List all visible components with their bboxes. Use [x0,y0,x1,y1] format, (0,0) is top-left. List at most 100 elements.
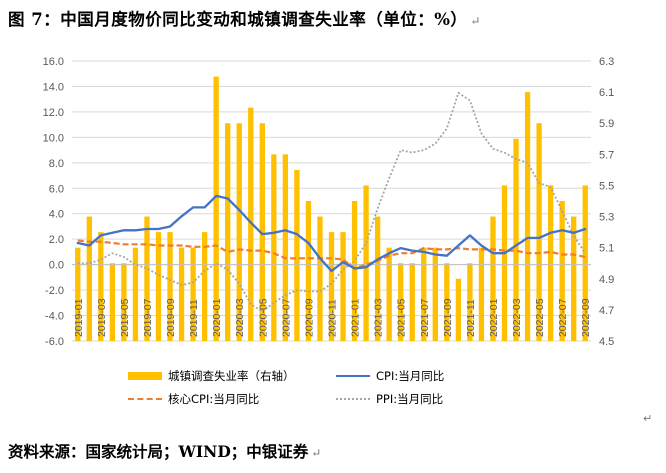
unemployment-bar [294,169,300,341]
left-axis-tick-label: -2.0 [45,285,64,297]
figure-source: 资料来源：国家统计局；WIND；中银证券 ↵ [8,440,321,462]
unemployment-bar [190,247,196,341]
right-axis-tick-label: 4.5 [599,336,614,348]
x-axis-tick-label: 2020-03 [234,298,246,337]
figure-title-text: 图 7：中国月度物价同比变动和城镇调查失业率（单位：%） [8,10,468,29]
figure-title: 图 7：中国月度物价同比变动和城镇调查失业率（单位：%） ↵ [8,6,481,30]
x-axis-tick-label: 2019-07 [142,298,154,337]
right-axis-tick-label: 5.1 [599,243,614,255]
right-axis-tick-label: 5.5 [599,180,614,192]
x-axis-tick-label: 2019-11 [188,299,200,337]
core-cpi-line [77,239,586,270]
paragraph-mark-source: ↵ [311,446,322,460]
left-axis-tick-label: -6.0 [45,336,64,348]
x-axis-tick-label: 2019-03 [96,298,108,337]
unemployment-bar [121,263,127,341]
unemployment-bar [317,216,323,341]
unemployment-bar [75,247,81,341]
legend-item-core-cpi: 核心CPI:当月同比 [128,390,259,408]
unemployment-bar [374,216,381,341]
unemployment-bar [236,123,242,341]
x-axis-tick-label: 2019-01 [73,298,85,337]
left-axis-tick-label: 8.0 [49,158,64,170]
unemployment-bar [132,247,139,341]
unemployment-bar [351,201,358,341]
left-axis-tick-label: 0.0 [49,260,64,272]
x-axis-tick-label: 2021-05 [396,298,408,337]
unemployment-bar [86,216,92,341]
unemployment-bar [478,247,485,341]
left-axis-tick-label: 2.0 [49,234,64,246]
x-axis-tick-label: 2022-05 [534,298,546,337]
right-axis-tick-label: 5.9 [599,118,614,130]
unemployment-bar [363,185,369,341]
unemployment-bar [432,247,438,341]
paragraph-mark: ↵ [470,14,481,28]
x-axis-tick-label: 2021-07 [419,298,431,337]
unemployment-bar [259,123,265,341]
unemployment-bar [248,107,254,342]
x-axis-tick-label: 2020-07 [280,298,292,337]
unemployment-bar [328,232,335,341]
legend-label-unemployment: 城镇调查失业率（右轴） [168,369,295,383]
unemployment-bar [144,216,150,341]
legend-item-unemployment: 城镇调查失业率（右轴） [128,367,295,385]
x-axis-tick-label: 2021-09 [442,298,454,337]
paragraph-mark-right: ↵ [643,412,653,425]
unemployment-bar [559,201,565,341]
legend-label-cpi: CPI:当月同比 [376,369,445,383]
right-axis-tick-label: 6.3 [599,56,614,68]
figure-source-text: 资料来源：国家统计局；WIND；中银证券 [8,442,309,461]
legend-label-core-cpi: 核心CPI:当月同比 [168,392,260,406]
x-axis-tick-label: 2020-01 [211,298,223,337]
legend-label-ppi: PPI:当月同比 [376,392,444,406]
unemployment-bar [271,154,277,341]
right-axis-tick-label: 4.7 [599,305,614,317]
unemployment-bar [340,232,346,341]
unemployment-bar [98,232,104,341]
x-axis-tick-label: 2022-07 [557,298,569,337]
unemployment-bar [282,154,289,341]
unemployment-bar [582,185,588,341]
right-axis-tick-label: 4.9 [599,274,614,286]
unemployment-bar [524,92,531,341]
x-axis-tick-label: 2021-11 [465,299,477,337]
unemployment-bar [201,232,208,341]
unemployment-bar [444,263,450,341]
left-axis-tick-label: -4.0 [45,311,64,323]
left-axis-tick-label: 16.0 [43,56,64,68]
x-axis-tick-label: 2022-03 [511,298,523,337]
unemployment-bar [547,185,554,341]
unemployment-bar [455,278,462,341]
legend-item-cpi: CPI:当月同比 [336,367,444,385]
unemployment-bar [178,247,185,341]
legend-swatch-cpi [336,375,370,377]
left-axis-tick-label: 14.0 [43,81,64,93]
right-axis-tick-label: 5.3 [599,212,614,224]
x-axis-tick-label: 2022-09 [580,298,592,337]
legend-swatch-unemployment [128,372,162,380]
unemployment-bar [467,263,473,341]
legend-item-ppi: PPI:当月同比 [336,390,443,408]
unemployment-bar [536,123,542,341]
left-axis-tick-label: 4.0 [49,209,64,221]
x-axis-tick-label: 2020-05 [257,298,269,337]
unemployment-bar [501,185,508,341]
x-axis-tick-label: 2019-09 [165,298,177,337]
unemployment-bar [409,263,415,341]
unemployment-bar [155,232,162,341]
unemployment-bar [398,263,404,341]
unemployment-bar [513,138,519,341]
x-axis-tick-label: 2019-05 [119,298,131,337]
x-axis-tick-label: 2020-09 [303,298,315,337]
legend-swatch-core-cpi [128,398,162,400]
right-axis-tick-label: 6.1 [599,87,614,99]
cpi-line [76,194,587,273]
chart-legend: 城镇调查失业率（右轴） CPI:当月同比 核心CPI:当月同比 PPI:当月同比 [128,365,528,408]
right-axis-tick-label: 5.7 [599,149,614,161]
x-axis-tick-label: 2022-01 [488,298,500,337]
unemployment-bar [167,232,173,341]
unemployment-bar [386,247,392,341]
x-axis-tick-label: 2021-01 [350,298,362,337]
